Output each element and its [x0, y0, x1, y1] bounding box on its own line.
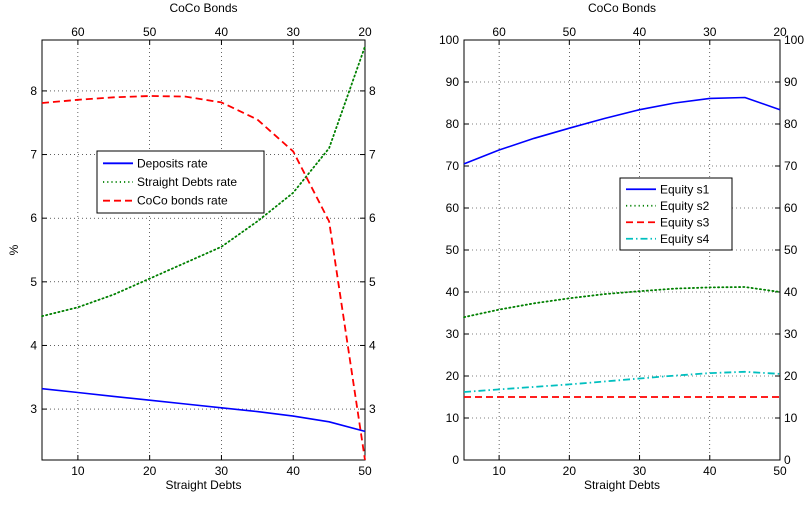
y-right-tick-label: 7 [369, 148, 376, 162]
y-tick-label: 4 [30, 338, 37, 352]
y-tick-label: 80 [446, 117, 460, 131]
y-tick-label: 70 [446, 159, 460, 173]
y-tick-label: 10 [446, 411, 460, 425]
x-axis-label: Straight Debts [165, 478, 241, 492]
y-right-tick-label: 70 [784, 159, 798, 173]
y-right-tick-label: 8 [369, 84, 376, 98]
y-right-tick-label: 100 [784, 33, 804, 47]
y-right-tick-label: 4 [369, 338, 376, 352]
y-right-tick-label: 50 [784, 243, 798, 257]
y-tick-label: 7 [30, 148, 37, 162]
y-tick-label: 60 [446, 201, 460, 215]
y-right-tick-label: 3 [369, 402, 376, 416]
x2-tick-label: 40 [633, 25, 647, 39]
x-tick-label: 10 [71, 464, 85, 478]
x-tick-label: 50 [773, 464, 787, 478]
y-right-tick-label: 0 [784, 453, 791, 467]
x-tick-label: 10 [492, 464, 506, 478]
x2-tick-label: 40 [215, 25, 229, 39]
y-tick-label: 3 [30, 402, 37, 416]
series-line-1 [41, 387, 366, 433]
x2-axis-label: CoCo Bonds [169, 1, 237, 15]
plot-frame [41, 39, 366, 461]
y-right-tick-label: 90 [784, 75, 798, 89]
x2-tick-label: 30 [703, 25, 717, 39]
x-tick-label: 40 [287, 464, 301, 478]
x-tick-label: 50 [358, 464, 372, 478]
legend-label-3: Equity s3 [660, 215, 710, 229]
legend-label-2: Equity s2 [660, 199, 710, 213]
y-tick-label: 0 [452, 453, 459, 467]
y-right-tick-label: 5 [369, 275, 376, 289]
y-tick-label: 5 [30, 275, 37, 289]
x2-axis-label: CoCo Bonds [588, 1, 656, 15]
y-right-tick-label: 20 [784, 369, 798, 383]
x-tick-label: 30 [215, 464, 229, 478]
y-tick-label: 50 [446, 243, 460, 257]
y-right-tick-label: 6 [369, 211, 376, 225]
x2-tick-label: 30 [287, 25, 301, 39]
x2-tick-label: 50 [563, 25, 577, 39]
series-line-2 [463, 286, 781, 319]
chart-equity: 10 20 30 40 50 60 50 40 30 20 0 10 20 30 40 50 60 70 80 90 1… [439, 1, 804, 492]
x-tick-label: 20 [563, 464, 577, 478]
x2-tick-label: 60 [492, 25, 506, 39]
series-line-4 [463, 370, 781, 393]
series-line-1 [463, 96, 781, 165]
x-axis-label: Straight Debts [584, 478, 660, 492]
y-tick-label: 6 [30, 211, 37, 225]
y-right-tick-label: 60 [784, 201, 798, 215]
legend-label-1: Deposits rate [137, 156, 208, 170]
y-tick-label: 20 [446, 369, 460, 383]
legend-label-2: Straight Debts rate [137, 175, 237, 189]
y-right-tick-label: 10 [784, 411, 798, 425]
x2-tick-label: 50 [143, 25, 157, 39]
x-tick-label: 30 [633, 464, 647, 478]
y-right-tick-label: 30 [784, 327, 798, 341]
y-tick-label: 100 [439, 33, 459, 47]
x-tick-label: 20 [143, 464, 157, 478]
x2-tick-label: 60 [71, 25, 85, 39]
x2-tick-label: 20 [773, 25, 787, 39]
y-tick-label: 30 [446, 327, 460, 341]
y-tick-label: 90 [446, 75, 460, 89]
legend-label-3: CoCo bonds rate [137, 194, 228, 208]
legend-label-4: Equity s4 [660, 232, 710, 246]
x-tick-label: 40 [703, 464, 717, 478]
series-line-2 [41, 45, 366, 318]
y-axis-label: % [7, 244, 21, 255]
legend-label-1: Equity s1 [660, 182, 710, 196]
chart-rates: 10 20 30 40 50 60 50 40 30 20 3 4 5 6 7 8 3 4 5 6 7 8 Straight… [7, 1, 376, 492]
y-right-tick-label: 40 [784, 285, 798, 299]
y-right-tick-label: 80 [784, 117, 798, 131]
x2-tick-label: 20 [358, 25, 372, 39]
y-tick-label: 40 [446, 285, 460, 299]
y-tick-label: 8 [30, 84, 37, 98]
